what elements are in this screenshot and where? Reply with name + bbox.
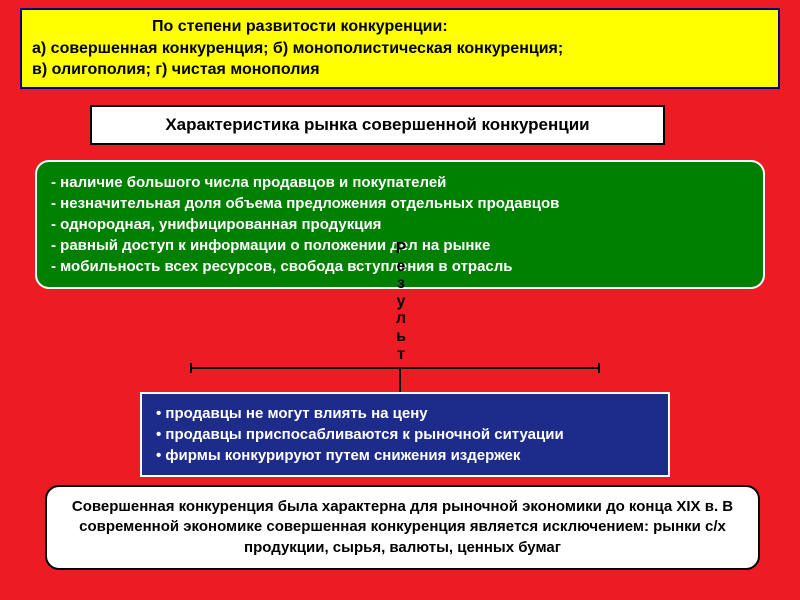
top-line-1: По степени развитости конкуренции: <box>32 16 768 38</box>
result-item: • продавцы приспосабливаются к рыночной … <box>156 424 654 445</box>
top-line-2: а) совершенная конкуренция; б) монополис… <box>32 38 768 60</box>
section-title: Характеристика рынка совершенной конкуре… <box>90 105 665 145</box>
char-item: - незначительная доля объема предложения… <box>51 193 749 214</box>
vertical-label: Результ <box>394 240 408 363</box>
top-line-3: в) олигополия; г) чистая монополия <box>32 59 768 81</box>
result-item: • фирмы конкурируют путем снижения издер… <box>156 445 654 466</box>
result-item: • продавцы не могут влиять на цену <box>156 403 654 424</box>
char-item: - однородная, унифицированная продукция <box>51 214 749 235</box>
connector-stem <box>399 367 401 393</box>
classification-box: По степени развитости конкуренции: а) со… <box>20 8 780 89</box>
summary-box: Совершенная конкуренция была характерна … <box>45 485 760 570</box>
char-item: - наличие большого числа продавцов и пок… <box>51 172 749 193</box>
results-box: • продавцы не могут влиять на цену • про… <box>140 392 670 477</box>
connector-line <box>190 367 600 369</box>
